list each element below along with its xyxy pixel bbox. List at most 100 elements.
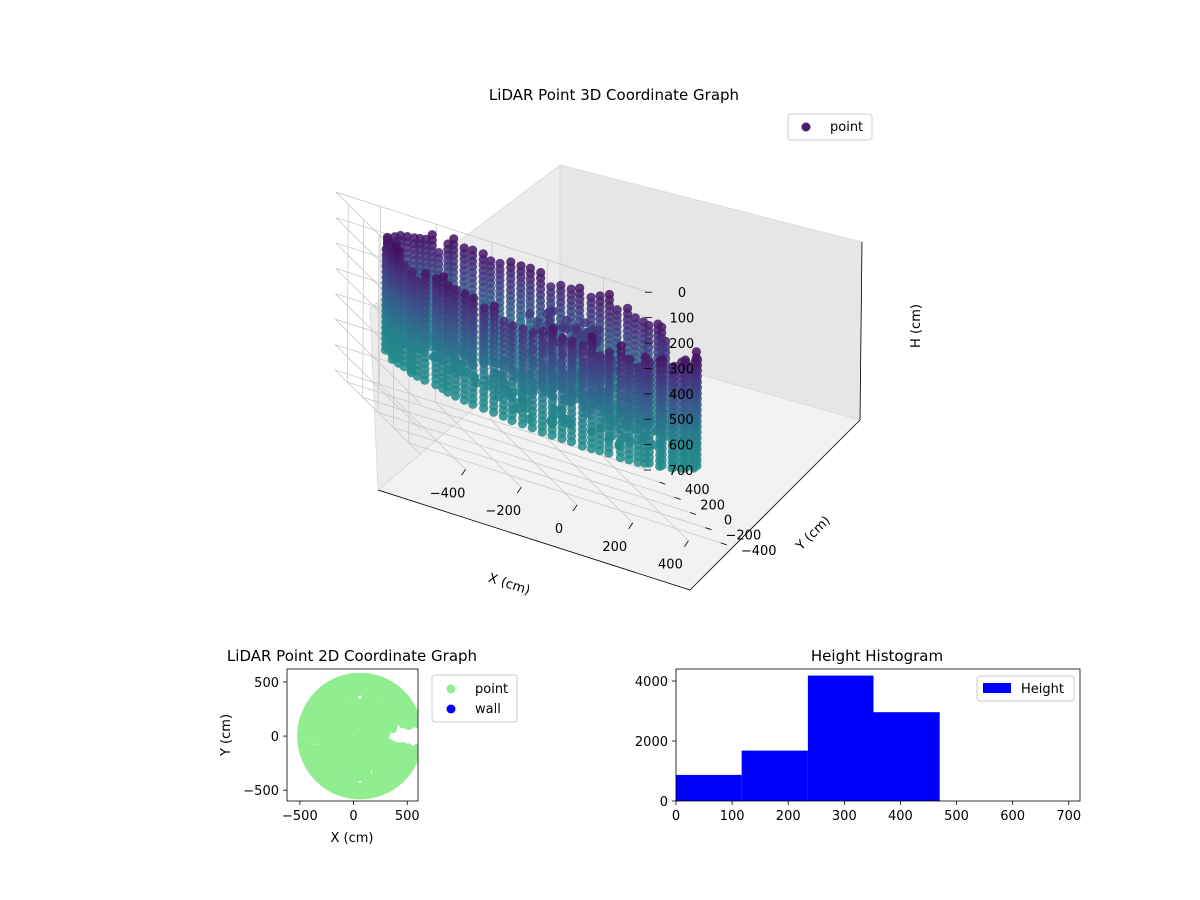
y-tick-label: 2000 — [635, 735, 668, 750]
scatter-point — [335, 739, 345, 749]
x-axis-line — [377, 489, 691, 591]
cloud-point — [575, 331, 585, 341]
scatter-point — [312, 713, 322, 723]
scatter-point — [387, 752, 397, 762]
floor-gridline-x — [546, 437, 634, 524]
scatter-point — [364, 722, 374, 732]
y-axis-line — [689, 419, 861, 591]
x-tick-mark — [461, 469, 466, 476]
z-tick-label: 600 — [669, 439, 694, 454]
z-axis-line — [859, 241, 863, 421]
scatter-point — [327, 739, 337, 749]
y-tick-mark — [705, 527, 712, 531]
z-tick-label: 200 — [669, 337, 694, 352]
cloud-point — [667, 463, 677, 473]
scatter-point — [329, 708, 338, 718]
z-tick-label: 100 — [669, 312, 694, 327]
x-tick-mark — [516, 486, 522, 494]
scatter-point — [386, 739, 396, 749]
y-tick-label: −200 — [726, 529, 762, 544]
cloud-point — [577, 441, 588, 451]
y-tick-mark — [720, 542, 727, 546]
cloud-point — [544, 315, 554, 325]
x-tick-label: 300 — [832, 809, 857, 824]
y-tick-label: −400 — [741, 544, 777, 559]
histogram-title: Height Histogram — [811, 647, 943, 665]
cloud-point — [518, 419, 528, 429]
scatter-point — [321, 697, 330, 707]
x-tick-label: 700 — [1056, 809, 1081, 824]
legend-label-wall: wall — [475, 702, 501, 717]
plot-2d-y-label: Y (cm) — [219, 714, 234, 757]
plot-2d: LiDAR Point 2D Coordinate Graph −500−500… — [219, 647, 518, 846]
scatter-point — [405, 720, 415, 730]
x-tick-label: 500 — [395, 809, 420, 824]
y-tick-label: 0 — [660, 795, 668, 810]
x-tick-label: 400 — [658, 558, 683, 573]
legend-box — [787, 113, 873, 141]
scatter-point — [395, 749, 404, 759]
cloud-point — [595, 446, 605, 456]
left-gridline-h — [334, 369, 422, 456]
legend-swatch-height — [983, 683, 1011, 693]
histogram-ticks: 0 100 200 300 400 500 600 700 0 2000 4000 — [635, 675, 1081, 824]
scatter-point — [342, 699, 352, 709]
scatter-point — [359, 681, 369, 691]
left-gridline-h — [334, 344, 422, 430]
cloud-point — [571, 323, 581, 333]
cloud-point — [525, 309, 535, 319]
floor-gridline-x — [602, 455, 689, 542]
x-tick-label: 0 — [349, 809, 357, 824]
legend-box — [976, 675, 1075, 702]
z-tick-label: 700 — [669, 464, 694, 479]
scatter-point — [374, 750, 384, 759]
legend-marker-point — [801, 122, 811, 132]
y-tick-label: 500 — [254, 676, 279, 691]
scatter-point — [378, 775, 388, 785]
legend-label-height: Height — [1021, 682, 1064, 697]
histogram-legend: Height — [976, 675, 1075, 702]
x-tick-label: 200 — [776, 809, 801, 824]
legend-label-point: point — [830, 120, 863, 135]
scatter-point — [331, 768, 341, 778]
z-tick-label: 500 — [669, 413, 694, 428]
scatter-point — [335, 729, 345, 739]
x-tick-label: −400 — [430, 486, 466, 501]
histogram-bar — [676, 774, 742, 801]
plot-2d-x-label: X (cm) — [331, 831, 374, 846]
scatter-point — [350, 765, 360, 775]
x-tick-label: 600 — [1000, 809, 1025, 824]
scatter-point — [412, 743, 418, 753]
cloud-point — [532, 316, 543, 327]
x-tick-mark — [628, 522, 634, 530]
cloud-point — [489, 407, 499, 417]
y-tick-label: 0 — [724, 514, 732, 529]
scatter-point — [375, 765, 385, 775]
left-gridline-y — [377, 234, 380, 413]
cloud-point — [615, 453, 626, 463]
x-tick-label: 200 — [602, 540, 627, 555]
cloud-point — [580, 318, 590, 328]
cloud-point — [537, 427, 547, 437]
y-tick-label: 4000 — [635, 675, 668, 690]
histogram-bar — [807, 675, 874, 801]
scatter-point — [387, 698, 397, 708]
plot-2d-frame — [286, 668, 419, 802]
plot-3d-ticks: −400−2000200400−400−20002004000100200300… — [430, 286, 777, 573]
scatter-point — [392, 764, 402, 774]
scatter-point — [366, 773, 376, 783]
cloud-point — [561, 315, 572, 325]
cloud-point — [557, 434, 567, 444]
legend-marker-point — [446, 684, 456, 694]
left-gridline-y — [362, 219, 365, 398]
cloud-point — [633, 457, 643, 467]
scatter-point — [337, 706, 347, 716]
cloud-point — [676, 463, 686, 473]
scatter-point — [388, 711, 398, 721]
x-tick-mark — [572, 504, 578, 512]
back-gridline-h — [334, 369, 648, 471]
cloud-point — [443, 387, 453, 397]
scatter-point — [363, 708, 373, 718]
y-tick-label: 200 — [700, 498, 725, 513]
z-axis-label: H (cm) — [909, 304, 924, 348]
